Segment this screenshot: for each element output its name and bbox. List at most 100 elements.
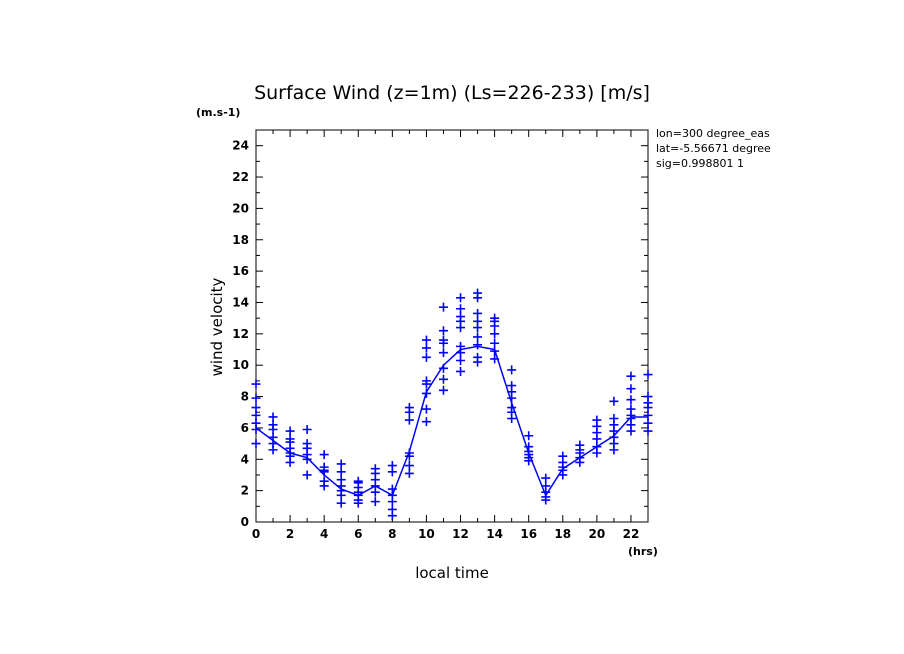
x-tick-label: 2 — [286, 527, 294, 541]
sample-marker — [507, 414, 517, 424]
sample-marker — [404, 407, 414, 417]
sample-marker — [524, 431, 534, 441]
sample-marker — [387, 511, 397, 521]
y-tick-label: 18 — [232, 233, 249, 247]
sample-marker — [336, 467, 346, 477]
x-tick-label: 6 — [354, 527, 362, 541]
plot-frame — [255, 129, 649, 523]
y-tick-label: 10 — [232, 358, 249, 372]
sample-marker — [404, 461, 414, 471]
sample-marker — [251, 424, 261, 434]
sample-marker — [404, 415, 414, 425]
sample-marker — [438, 326, 448, 336]
sample-marker — [421, 417, 431, 427]
sample-marker — [438, 374, 448, 384]
sample-marker — [592, 434, 602, 444]
sample-marker — [336, 498, 346, 508]
y-tick-label: 24 — [232, 139, 249, 153]
sample-marker — [251, 379, 261, 389]
sample-marker — [456, 323, 466, 333]
sample-marker — [507, 393, 517, 403]
sample-marker — [626, 384, 636, 394]
sample-marker — [473, 357, 483, 367]
sample-marker — [370, 487, 380, 497]
sample-marker — [490, 354, 500, 364]
sample-marker — [575, 457, 585, 467]
sample-marker — [456, 366, 466, 376]
x-tick-label: 4 — [320, 527, 328, 541]
sample-marker — [302, 470, 312, 480]
sample-marker — [541, 495, 551, 505]
sample-marker — [336, 490, 346, 500]
sample-marker — [473, 340, 483, 350]
sample-marker — [626, 426, 636, 436]
sample-marker — [404, 451, 414, 461]
sample-marker — [438, 363, 448, 373]
sample-marker — [336, 459, 346, 469]
y-tick-label: 20 — [232, 201, 249, 215]
y-tick-label: 16 — [232, 264, 249, 278]
sample-marker — [421, 388, 431, 398]
sample-marker — [302, 454, 312, 464]
sample-marker — [643, 426, 653, 436]
sample-marker — [438, 348, 448, 358]
sample-marker — [421, 343, 431, 353]
sample-marker — [609, 445, 619, 455]
sample-marker — [490, 329, 500, 339]
x-tick-label: 14 — [486, 527, 503, 541]
x-tick-label: 0 — [252, 527, 260, 541]
sample-marker — [473, 332, 483, 342]
x-tick-label: 20 — [589, 527, 606, 541]
sample-marker — [456, 348, 466, 358]
sample-marker — [285, 457, 295, 467]
sample-marker — [404, 468, 414, 478]
sample-marker — [473, 323, 483, 333]
sample-marker — [319, 467, 329, 477]
sample-marker — [268, 412, 278, 422]
sample-marker — [609, 396, 619, 406]
info-line-lat: lat=-5.56671 degree — [656, 142, 771, 155]
sample-marker — [643, 418, 653, 428]
sample-marker — [507, 365, 517, 375]
sample-marker — [456, 293, 466, 303]
sample-marker — [251, 439, 261, 449]
axis-ticks — [255, 129, 649, 523]
sample-marker — [592, 448, 602, 458]
sample-marker — [626, 371, 636, 381]
sample-marker — [251, 393, 261, 403]
sample-marker — [387, 497, 397, 507]
sample-marker — [643, 403, 653, 413]
chart-title: Surface Wind (z=1m) (Ls=226-233) [m/s] — [254, 82, 650, 104]
x-axis-label: local time — [415, 564, 489, 582]
x-tick-label: 18 — [554, 527, 571, 541]
y-tick-label: 8 — [241, 390, 249, 404]
sample-marker — [319, 481, 329, 491]
y-tick-label: 6 — [241, 421, 249, 435]
sample-marker — [490, 346, 500, 356]
sample-markers — [251, 288, 653, 521]
sample-marker — [643, 370, 653, 380]
x-tick-label: 22 — [623, 527, 640, 541]
x-tick-label: 12 — [452, 527, 469, 541]
sample-marker — [268, 424, 278, 434]
y-tick-label: 2 — [241, 484, 249, 498]
sample-marker — [319, 450, 329, 460]
sample-marker — [370, 497, 380, 507]
sample-marker — [251, 403, 261, 413]
sample-marker — [421, 335, 431, 345]
sample-marker — [302, 424, 312, 434]
sample-marker — [541, 473, 551, 483]
sample-marker — [626, 395, 636, 405]
y-tick-label: 12 — [232, 327, 249, 341]
sample-marker — [438, 385, 448, 395]
sample-marker — [353, 498, 363, 508]
x-tick-label: 10 — [418, 527, 435, 541]
info-box: lon=300 degree_eas lat=-5.56671 degree s… — [656, 127, 771, 170]
mean-line — [255, 345, 648, 497]
sample-marker — [251, 410, 261, 420]
sample-marker — [268, 445, 278, 455]
y-tick-label: 4 — [241, 452, 249, 466]
sample-marker — [456, 355, 466, 365]
sample-marker — [438, 338, 448, 348]
